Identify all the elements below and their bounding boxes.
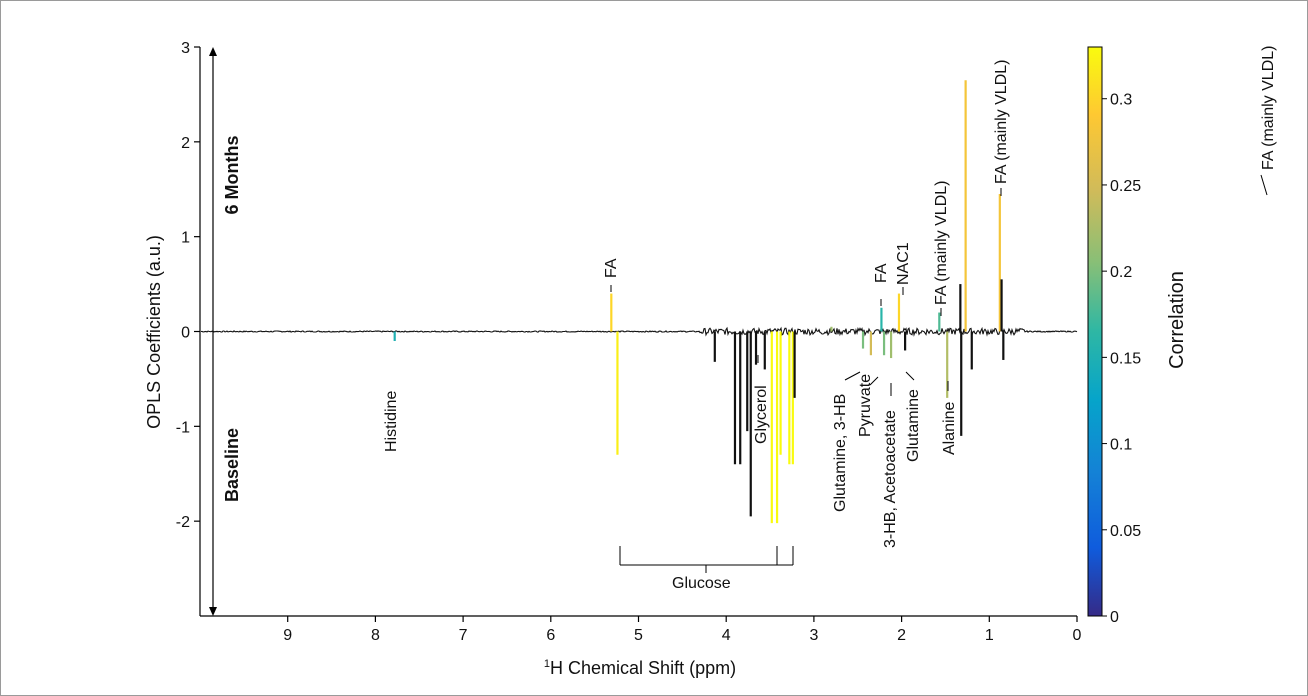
arrow-head-up	[209, 47, 217, 56]
direction-top-label: 6 Months	[222, 136, 242, 215]
colorbar-tick-label: 0.05	[1110, 523, 1141, 540]
annotation-glutamine-3hb: Glutamine, 3-HB	[832, 394, 849, 512]
colorbar-tick-label: 0.3	[1110, 92, 1132, 109]
baseline-trace	[200, 326, 1078, 337]
x-tick-label: 9	[283, 627, 292, 644]
annotation-alanine: Alanine	[941, 402, 958, 455]
colorbar-ticks: 0 0.05 0.1 0.15 0.2 0.25 0.3	[1102, 92, 1141, 626]
x-tick-label: 7	[459, 627, 468, 644]
colorbar-tick-label: 0.1	[1110, 437, 1132, 454]
arrow-head-down	[209, 607, 217, 616]
y-axis-label: OPLS Coefficients (a.u.)	[144, 235, 164, 429]
y-tick-label: 2	[181, 135, 190, 152]
x-tick-label: 4	[722, 627, 731, 644]
peak-series	[393, 80, 1005, 524]
annotation-leaders	[610, 174, 1268, 396]
x-tick-label: 6	[546, 627, 555, 644]
colorbar-tick-label: 0.15	[1110, 350, 1141, 367]
x-tick-label: 0	[1073, 627, 1082, 644]
annotation-histidine: Histidine	[383, 391, 400, 452]
spectrum-trace	[200, 326, 1078, 337]
annotation-fa-vldl-3: FA (mainly VLDL)	[993, 60, 1010, 184]
annotation-fa-vldl-1: FA (mainly VLDL)	[933, 181, 950, 305]
annotation-fa-2-2: FA	[873, 263, 890, 283]
y-ticks: 3 2 1 0 -1 -2	[176, 40, 200, 531]
y-tick-label: -1	[176, 419, 190, 436]
x-ticks: 9 8 7 6 5 4 3 2 1 0	[283, 616, 1082, 644]
colorbar-label: Correlation	[1166, 271, 1188, 369]
colorbar-tick-label: 0.2	[1110, 264, 1132, 281]
annotation-pyruvate: Pyruvate	[857, 374, 874, 437]
x-tick-label: 2	[897, 627, 906, 644]
x-tick-label: 1	[985, 627, 994, 644]
annotation-glucose: Glucose	[672, 575, 731, 592]
y-tick-label: 3	[181, 40, 190, 57]
colorbar-tick-label: 0	[1110, 609, 1119, 626]
annotation-glutamine: Glutamine	[905, 389, 922, 462]
x-axis-label-main: H Chemical Shift (ppm)	[550, 658, 736, 678]
colorbar	[1087, 46, 1103, 617]
annotation-fa-vldl-2: FA (mainly VLDL)	[1260, 46, 1277, 170]
annotation-nac1: NAC1	[895, 242, 912, 285]
annotation-glycerol: Glycerol	[753, 385, 770, 444]
x-tick-label: 8	[371, 627, 380, 644]
x-axis-label: 1H Chemical Shift (ppm)	[544, 658, 736, 678]
y-tick-label: 0	[181, 325, 190, 342]
direction-bottom-label: Baseline	[222, 428, 242, 502]
x-axis-label-superscript: 1	[544, 658, 550, 670]
annotation-3hb-acetoacetate: 3-HB, Acetoacetate	[882, 410, 899, 548]
colorbar-tick-label: 0.25	[1110, 178, 1141, 195]
y-tick-label: 1	[181, 230, 190, 247]
annotation-fa-5-3: FA	[603, 258, 620, 278]
y-tick-label: -2	[176, 514, 190, 531]
x-tick-label: 5	[634, 627, 643, 644]
x-tick-label: 3	[809, 627, 818, 644]
glucose-bracket	[619, 546, 794, 573]
